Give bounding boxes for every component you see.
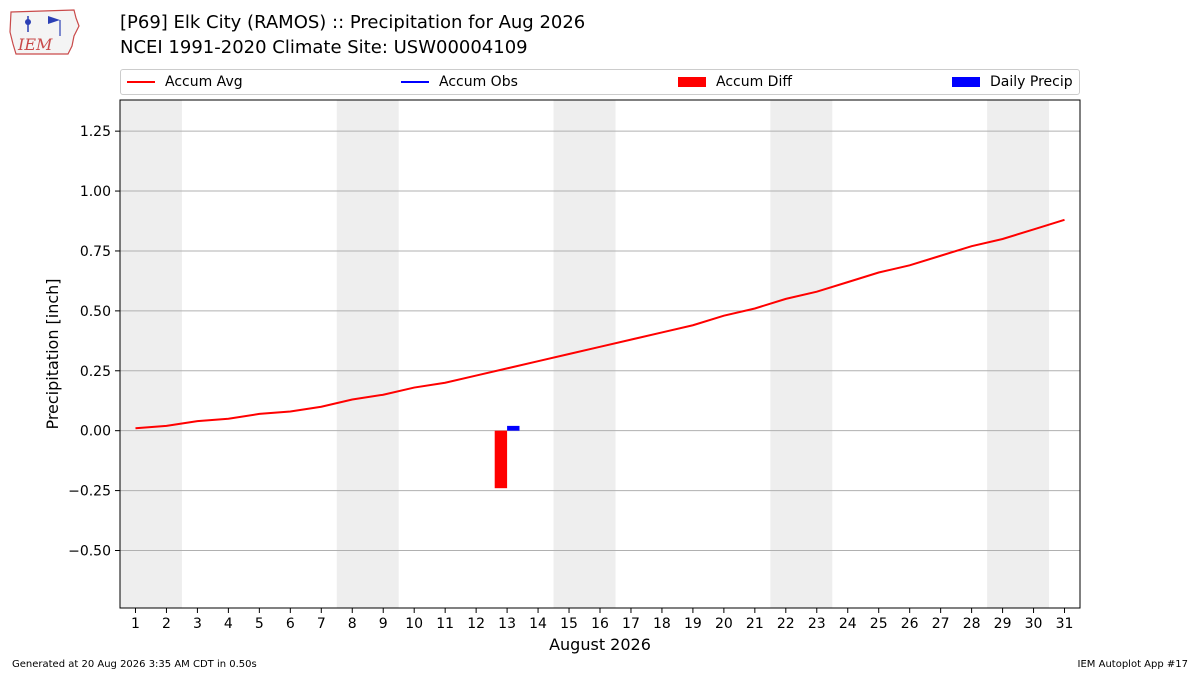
weekend-band xyxy=(770,100,833,608)
legend-label: Accum Avg xyxy=(165,74,243,90)
footer-generated: Generated at 20 Aug 2026 3:35 AM CDT in … xyxy=(12,659,257,670)
x-tick-label: 14 xyxy=(529,616,547,632)
x-tick-label: 27 xyxy=(932,616,950,632)
x-axis-ticks: 1 2 3 4 5 6 7 8 9 10 11 12 13 14 15 16 17 18 19 20 21 22 23 24 2… xyxy=(131,608,1073,632)
y-tick-label: 0.75 xyxy=(80,244,111,260)
y-tick-label: 0.00 xyxy=(80,424,111,440)
bar-accum-diff xyxy=(494,430,508,489)
x-tick-label: 28 xyxy=(963,616,981,632)
weekend-band xyxy=(336,100,399,608)
x-tick-label: 24 xyxy=(839,616,857,632)
y-tick-label: 0.50 xyxy=(80,304,111,320)
x-tick-label: 3 xyxy=(193,616,202,632)
y-tick-label: 0.25 xyxy=(80,364,111,380)
legend-label: Daily Precip xyxy=(990,74,1073,90)
x-tick-label: 13 xyxy=(498,616,516,632)
legend-label: Accum Diff xyxy=(716,74,793,90)
x-tick-label: 2 xyxy=(162,616,171,632)
x-tick-label: 7 xyxy=(317,616,326,632)
x-tick-label: 5 xyxy=(255,616,264,632)
x-tick-label: 25 xyxy=(870,616,888,632)
weekend-band xyxy=(987,100,1050,608)
chart-marks xyxy=(135,218,1065,489)
y-tick-label: −0.50 xyxy=(68,543,111,559)
iem-logo: IEM xyxy=(9,9,80,55)
y-tick-label: −0.25 xyxy=(68,484,111,500)
x-tick-label: 9 xyxy=(379,616,388,632)
x-tick-label: 20 xyxy=(715,616,733,632)
x-tick-label: 30 xyxy=(1025,616,1043,632)
x-tick-label: 17 xyxy=(622,616,640,632)
footer-app: IEM Autoplot App #17 xyxy=(1077,659,1188,670)
x-tick-label: 19 xyxy=(684,616,702,632)
legend-item-accum-avg: Accum Avg xyxy=(127,70,243,94)
y-tick-label: 1.25 xyxy=(80,124,111,140)
x-tick-label: 1 xyxy=(131,616,140,632)
x-tick-label: 26 xyxy=(901,616,919,632)
x-tick-label: 29 xyxy=(994,616,1012,632)
legend-line-red-icon xyxy=(127,81,155,83)
weekend-band xyxy=(553,100,616,608)
legend-item-accum-obs: Accum Obs xyxy=(401,70,518,94)
weekend-band xyxy=(120,100,182,608)
x-tick-label: 10 xyxy=(405,616,423,632)
y-axis-ticks: −0.50 −0.25 0.00 0.25 0.50 0.75 1.00 1.25 xyxy=(68,124,120,559)
x-tick-label: 22 xyxy=(777,616,795,632)
legend-item-daily-precip: Daily Precip xyxy=(952,70,1073,94)
legend-item-accum-diff: Accum Diff xyxy=(678,70,792,94)
x-tick-label: 4 xyxy=(224,616,233,632)
y-tick-label: 1.00 xyxy=(80,184,111,200)
x-tick-label: 8 xyxy=(348,616,357,632)
bar-daily-precip xyxy=(507,425,520,431)
x-tick-label: 15 xyxy=(560,616,578,632)
x-tick-label: 6 xyxy=(286,616,295,632)
x-axis-label: August 2026 xyxy=(549,635,651,654)
legend-patch-red-icon xyxy=(678,77,706,87)
x-tick-label: 16 xyxy=(591,616,609,632)
x-tick-label: 18 xyxy=(653,616,671,632)
series-line-accum-avg xyxy=(135,218,1065,430)
logo-text: IEM xyxy=(17,35,53,54)
weekend-bands xyxy=(120,100,1050,608)
chart-title: [P69] Elk City (RAMOS) :: Precipitation … xyxy=(120,12,586,33)
legend-label: Accum Obs xyxy=(439,74,518,90)
chart-subtitle: NCEI 1991-2020 Climate Site: USW00004109 xyxy=(120,37,528,58)
x-tick-label: 31 xyxy=(1056,616,1074,632)
legend: Accum Avg Accum Obs Accum Diff Daily Pre… xyxy=(120,69,1080,95)
x-tick-label: 21 xyxy=(746,616,764,632)
legend-patch-blue-icon xyxy=(952,77,980,87)
x-tick-label: 11 xyxy=(436,616,454,632)
x-tick-label: 12 xyxy=(467,616,485,632)
x-tick-label: 23 xyxy=(808,616,826,632)
y-axis-label: Precipitation [inch] xyxy=(43,278,62,429)
legend-line-blue-icon xyxy=(401,81,429,83)
y-gridlines xyxy=(120,130,1080,551)
